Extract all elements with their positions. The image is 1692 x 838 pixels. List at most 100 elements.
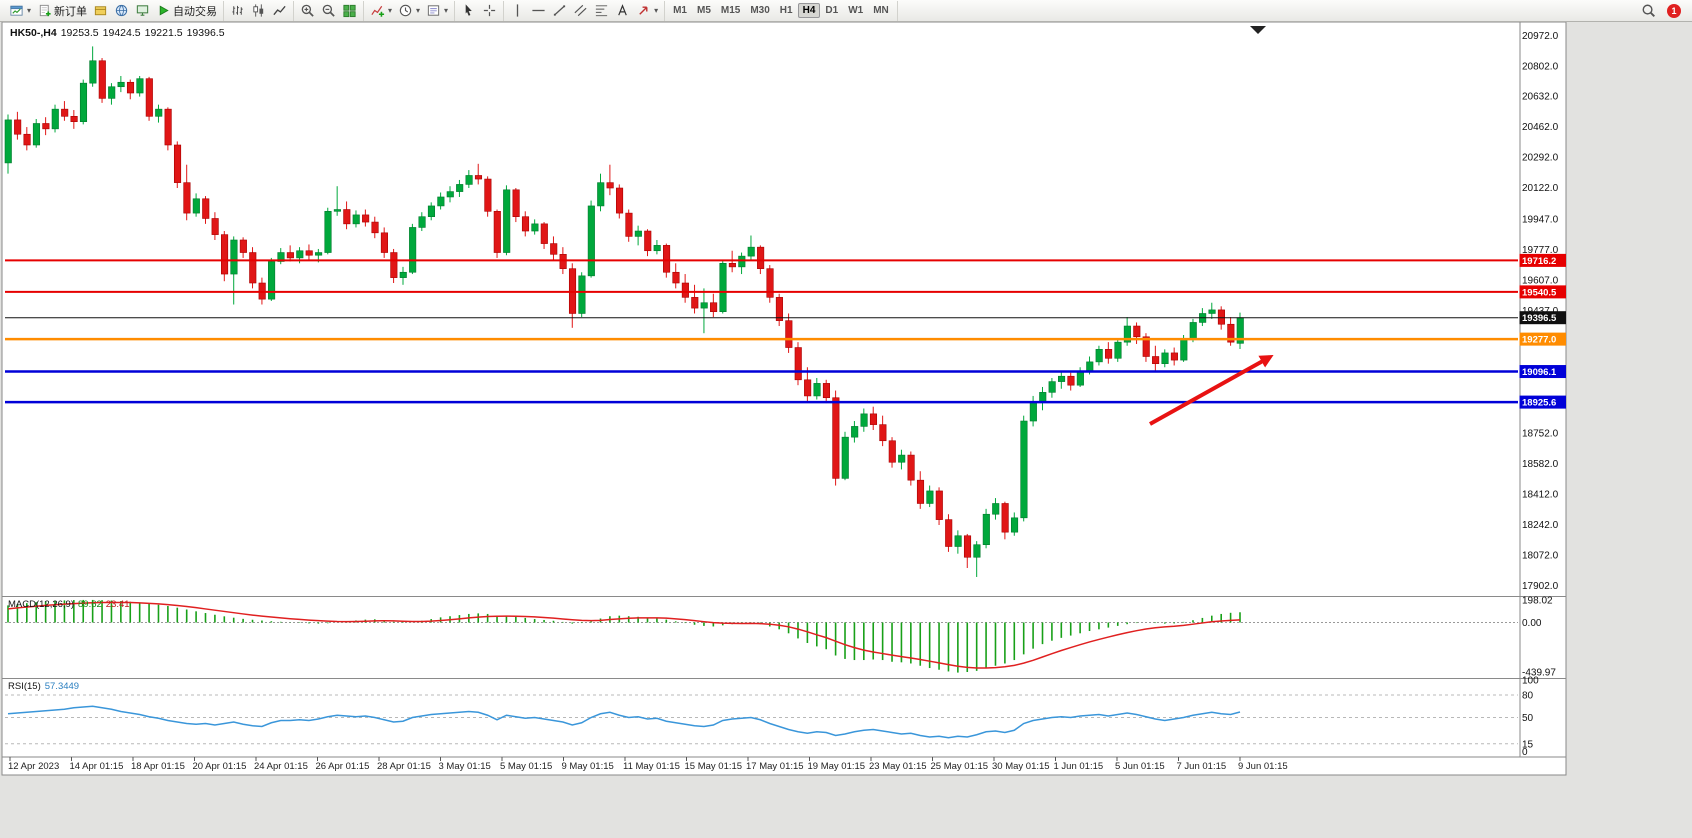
svg-text:0.00: 0.00 <box>1522 618 1542 629</box>
zoom-group <box>294 0 365 21</box>
chart-window[interactable] <box>1 21 1567 776</box>
svg-text:18242.0: 18242.0 <box>1522 520 1559 531</box>
zoom-in-button[interactable] <box>297 1 318 21</box>
svg-text:20462.0: 20462.0 <box>1522 122 1559 133</box>
hline-icon <box>531 3 546 18</box>
timeframe-mn-button[interactable]: MN <box>873 5 889 16</box>
timeframe-m15-button[interactable]: M15 <box>720 5 741 16</box>
timeframe-m1-button[interactable]: M1 <box>673 5 687 16</box>
autotrading-button-label: 自动交易 <box>173 5 218 18</box>
vertical-line-button[interactable] <box>507 1 528 21</box>
low-value: 19221.5 <box>144 27 183 39</box>
monitor-icon <box>135 3 150 18</box>
rsi-value: 57.3449 <box>44 681 80 692</box>
rsi-axis[interactable]: 100 80 50 150 <box>1522 676 1539 759</box>
symbol-period-label: HK50-,H4 <box>10 27 57 39</box>
search-icon <box>1641 3 1656 18</box>
svg-text:19096.1: 19096.1 <box>1522 367 1557 378</box>
indicators-button[interactable]: ▾ <box>367 1 395 21</box>
svg-text:30 May 01:15: 30 May 01:15 <box>992 761 1050 772</box>
high-value: 19424.5 <box>102 27 141 39</box>
new-order-button[interactable]: 新订单 <box>34 1 90 21</box>
timeframe-w1-button[interactable]: W1 <box>848 5 864 16</box>
svg-text:18 Apr 01:15: 18 Apr 01:15 <box>131 761 185 772</box>
svg-text:7 Jun 01:15: 7 Jun 01:15 <box>1177 761 1227 772</box>
crosshair-button[interactable] <box>479 1 500 21</box>
svg-text:20972.0: 20972.0 <box>1522 31 1559 42</box>
market-watch-button[interactable] <box>90 1 111 21</box>
search-button[interactable] <box>1638 1 1659 21</box>
rsi-line <box>7 705 1241 739</box>
bar-chart-button[interactable] <box>227 1 248 21</box>
chart-symbol-ohlc-label: HK50-,H4 19253.5 19424.5 19221.5 19396.5 <box>10 27 229 39</box>
autotrading-button[interactable]: 自动交易 <box>153 1 220 21</box>
objects-group: ▾ <box>504 0 666 21</box>
cursor-button[interactable] <box>458 1 479 21</box>
chart-shift-marker[interactable] <box>1250 26 1266 34</box>
svg-text:24 Apr 01:15: 24 Apr 01:15 <box>254 761 308 772</box>
svg-text:19396.5: 19396.5 <box>1522 313 1557 324</box>
zoomout-icon <box>321 3 336 18</box>
vline-icon <box>510 3 525 18</box>
new-chart-button[interactable]: ▾ <box>6 1 34 21</box>
periods-button[interactable]: ▾ <box>395 1 423 21</box>
svg-text:15 May 01:15: 15 May 01:15 <box>685 761 743 772</box>
macd-indicator-label: MACD(12,26,9) 89.62 23.41 <box>8 599 134 610</box>
notification-badge[interactable]: 1 <box>1667 3 1681 18</box>
template-icon <box>426 3 441 18</box>
candles-icon <box>251 3 266 18</box>
candlestick-chart-button[interactable] <box>248 1 269 21</box>
cursor-icon <box>461 3 476 18</box>
zoom-out-button[interactable] <box>318 1 339 21</box>
trend-arrow-annotation[interactable] <box>1149 355 1274 426</box>
navigator-button[interactable] <box>111 1 132 21</box>
svg-text:17 May 01:15: 17 May 01:15 <box>746 761 804 772</box>
macd-name: MACD(12,26,9) <box>8 599 74 610</box>
trendline-button[interactable] <box>549 1 570 21</box>
line-chart-button[interactable] <box>269 1 290 21</box>
tile-windows-button[interactable] <box>339 1 360 21</box>
chart-type-group <box>224 0 295 21</box>
time-axis[interactable]: 12 Apr 2023 14 Apr 01:15 18 Apr 01:15 20 Ap… <box>8 757 1288 772</box>
svg-text:18072.0: 18072.0 <box>1522 551 1559 562</box>
price-badge <box>1519 365 1566 379</box>
svg-text:19947.0: 19947.0 <box>1522 215 1559 226</box>
svg-text:198.02: 198.02 <box>1522 595 1553 606</box>
globe-icon <box>114 3 129 18</box>
macd-signal-line <box>7 601 1241 669</box>
svg-text:23 May 01:15: 23 May 01:15 <box>869 761 927 772</box>
terminal-button[interactable] <box>132 1 153 21</box>
chevron-down-icon: ▾ <box>416 6 421 15</box>
text-button[interactable] <box>612 1 633 21</box>
price-badges: 19716.2 19540.5 19396.5 19277.0 19096.1 18925… <box>1519 253 1566 409</box>
svg-text:20292.0: 20292.0 <box>1522 153 1559 164</box>
timeframe-m5-button[interactable]: M5 <box>696 5 711 16</box>
pointer-group <box>455 0 505 21</box>
bars-icon <box>230 3 245 18</box>
price-badge <box>1519 253 1566 267</box>
toolbar-right: 1 <box>1638 1 1689 21</box>
svg-text:28 Apr 01:15: 28 Apr 01:15 <box>377 761 431 772</box>
timeframe-m30-button[interactable]: M30 <box>750 5 770 16</box>
timeframe-d1-button[interactable]: D1 <box>825 5 839 16</box>
horizontal-line-button[interactable] <box>528 1 549 21</box>
chevron-down-icon: ▾ <box>444 6 449 15</box>
macd-signal-value: 23.41 <box>105 599 130 610</box>
main-toolbar: ▾ 新订单 自动交易 ▾ ▾ ▾ ▾ M1 M5 M15 M30 H1 H4 D1 W1 MN 1 <box>0 0 1692 22</box>
templates-button[interactable]: ▾ <box>423 1 451 21</box>
support-resistance-lines[interactable] <box>5 259 1518 404</box>
macd-axis[interactable]: 198.02 0.00 -439.97 <box>1522 595 1556 678</box>
timeframe-h1-button[interactable]: H1 <box>779 5 793 16</box>
trend-icon <box>552 3 567 18</box>
arrow-tools-button[interactable]: ▾ <box>633 1 661 21</box>
timeframe-h4-button[interactable]: H4 <box>797 3 821 18</box>
equidistant-channel-button[interactable] <box>570 1 591 21</box>
arrows-icon <box>636 3 651 18</box>
svg-text:19 May 01:15: 19 May 01:15 <box>808 761 866 772</box>
svg-text:5 Jun 01:15: 5 Jun 01:15 <box>1115 761 1165 772</box>
fibonacci-button[interactable] <box>591 1 612 21</box>
svg-text:17902.0: 17902.0 <box>1522 581 1559 592</box>
svg-text:9 May 01:15: 9 May 01:15 <box>562 761 614 772</box>
svg-text:50: 50 <box>1522 713 1534 724</box>
